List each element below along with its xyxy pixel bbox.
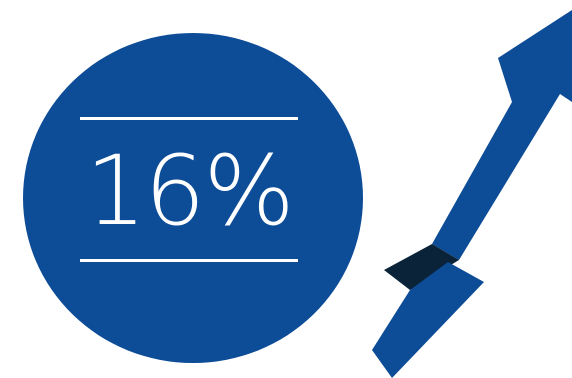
percentage-value: 16%: [85, 135, 294, 247]
arrow-body: [432, 10, 572, 260]
bottom-rule: [80, 259, 298, 262]
arrow-fold: [384, 244, 459, 290]
top-rule: [80, 117, 298, 120]
stat-circle: [23, 33, 363, 363]
arrow-tail: [372, 262, 484, 378]
